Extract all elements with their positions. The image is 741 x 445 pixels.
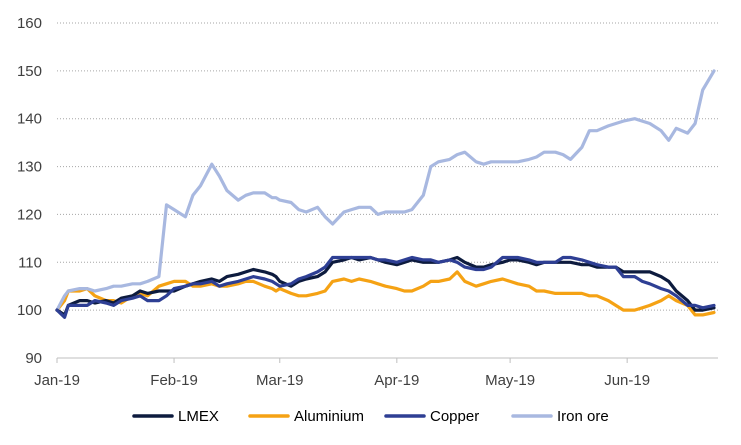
series-lines [55, 69, 716, 319]
legend-label-aluminium: Aluminium [294, 408, 364, 425]
series-line-aluminium [55, 270, 716, 317]
x-tick-label: Feb-19 [150, 372, 198, 389]
x-tick-label: Jun-19 [604, 372, 650, 389]
y-tick-label: 150 [17, 63, 42, 80]
y-tick-labels: 90 100 110 120 130 140 150 160 [17, 15, 42, 367]
y-tick-label: 160 [17, 15, 42, 32]
legend-label-iron-ore: Iron ore [557, 408, 609, 425]
y-tick-label: 90 [25, 350, 42, 367]
legend: LMEX Aluminium Copper Iron ore [132, 408, 609, 425]
series-line-iron-ore [55, 69, 716, 312]
x-tick-label: Jan-19 [34, 372, 80, 389]
x-tick-label: May-19 [485, 372, 535, 389]
y-tick-label: 140 [17, 111, 42, 128]
x-tick-label: Apr-19 [374, 372, 419, 389]
x-tick-label: Mar-19 [256, 372, 304, 389]
y-tick-label: 110 [18, 254, 42, 271]
y-tick-label: 130 [17, 159, 42, 176]
y-tick-label: 120 [17, 206, 42, 223]
legend-label-copper: Copper [430, 408, 479, 425]
x-axis [56, 357, 718, 363]
series-line-copper [55, 255, 716, 319]
x-tick-labels: Jan-19 Feb-19 Mar-19 Apr-19 May-19 Jun-19 [34, 372, 650, 389]
gridlines [57, 22, 718, 311]
y-tick-label: 100 [17, 302, 42, 319]
legend-label-lmex: LMEX [178, 408, 219, 425]
